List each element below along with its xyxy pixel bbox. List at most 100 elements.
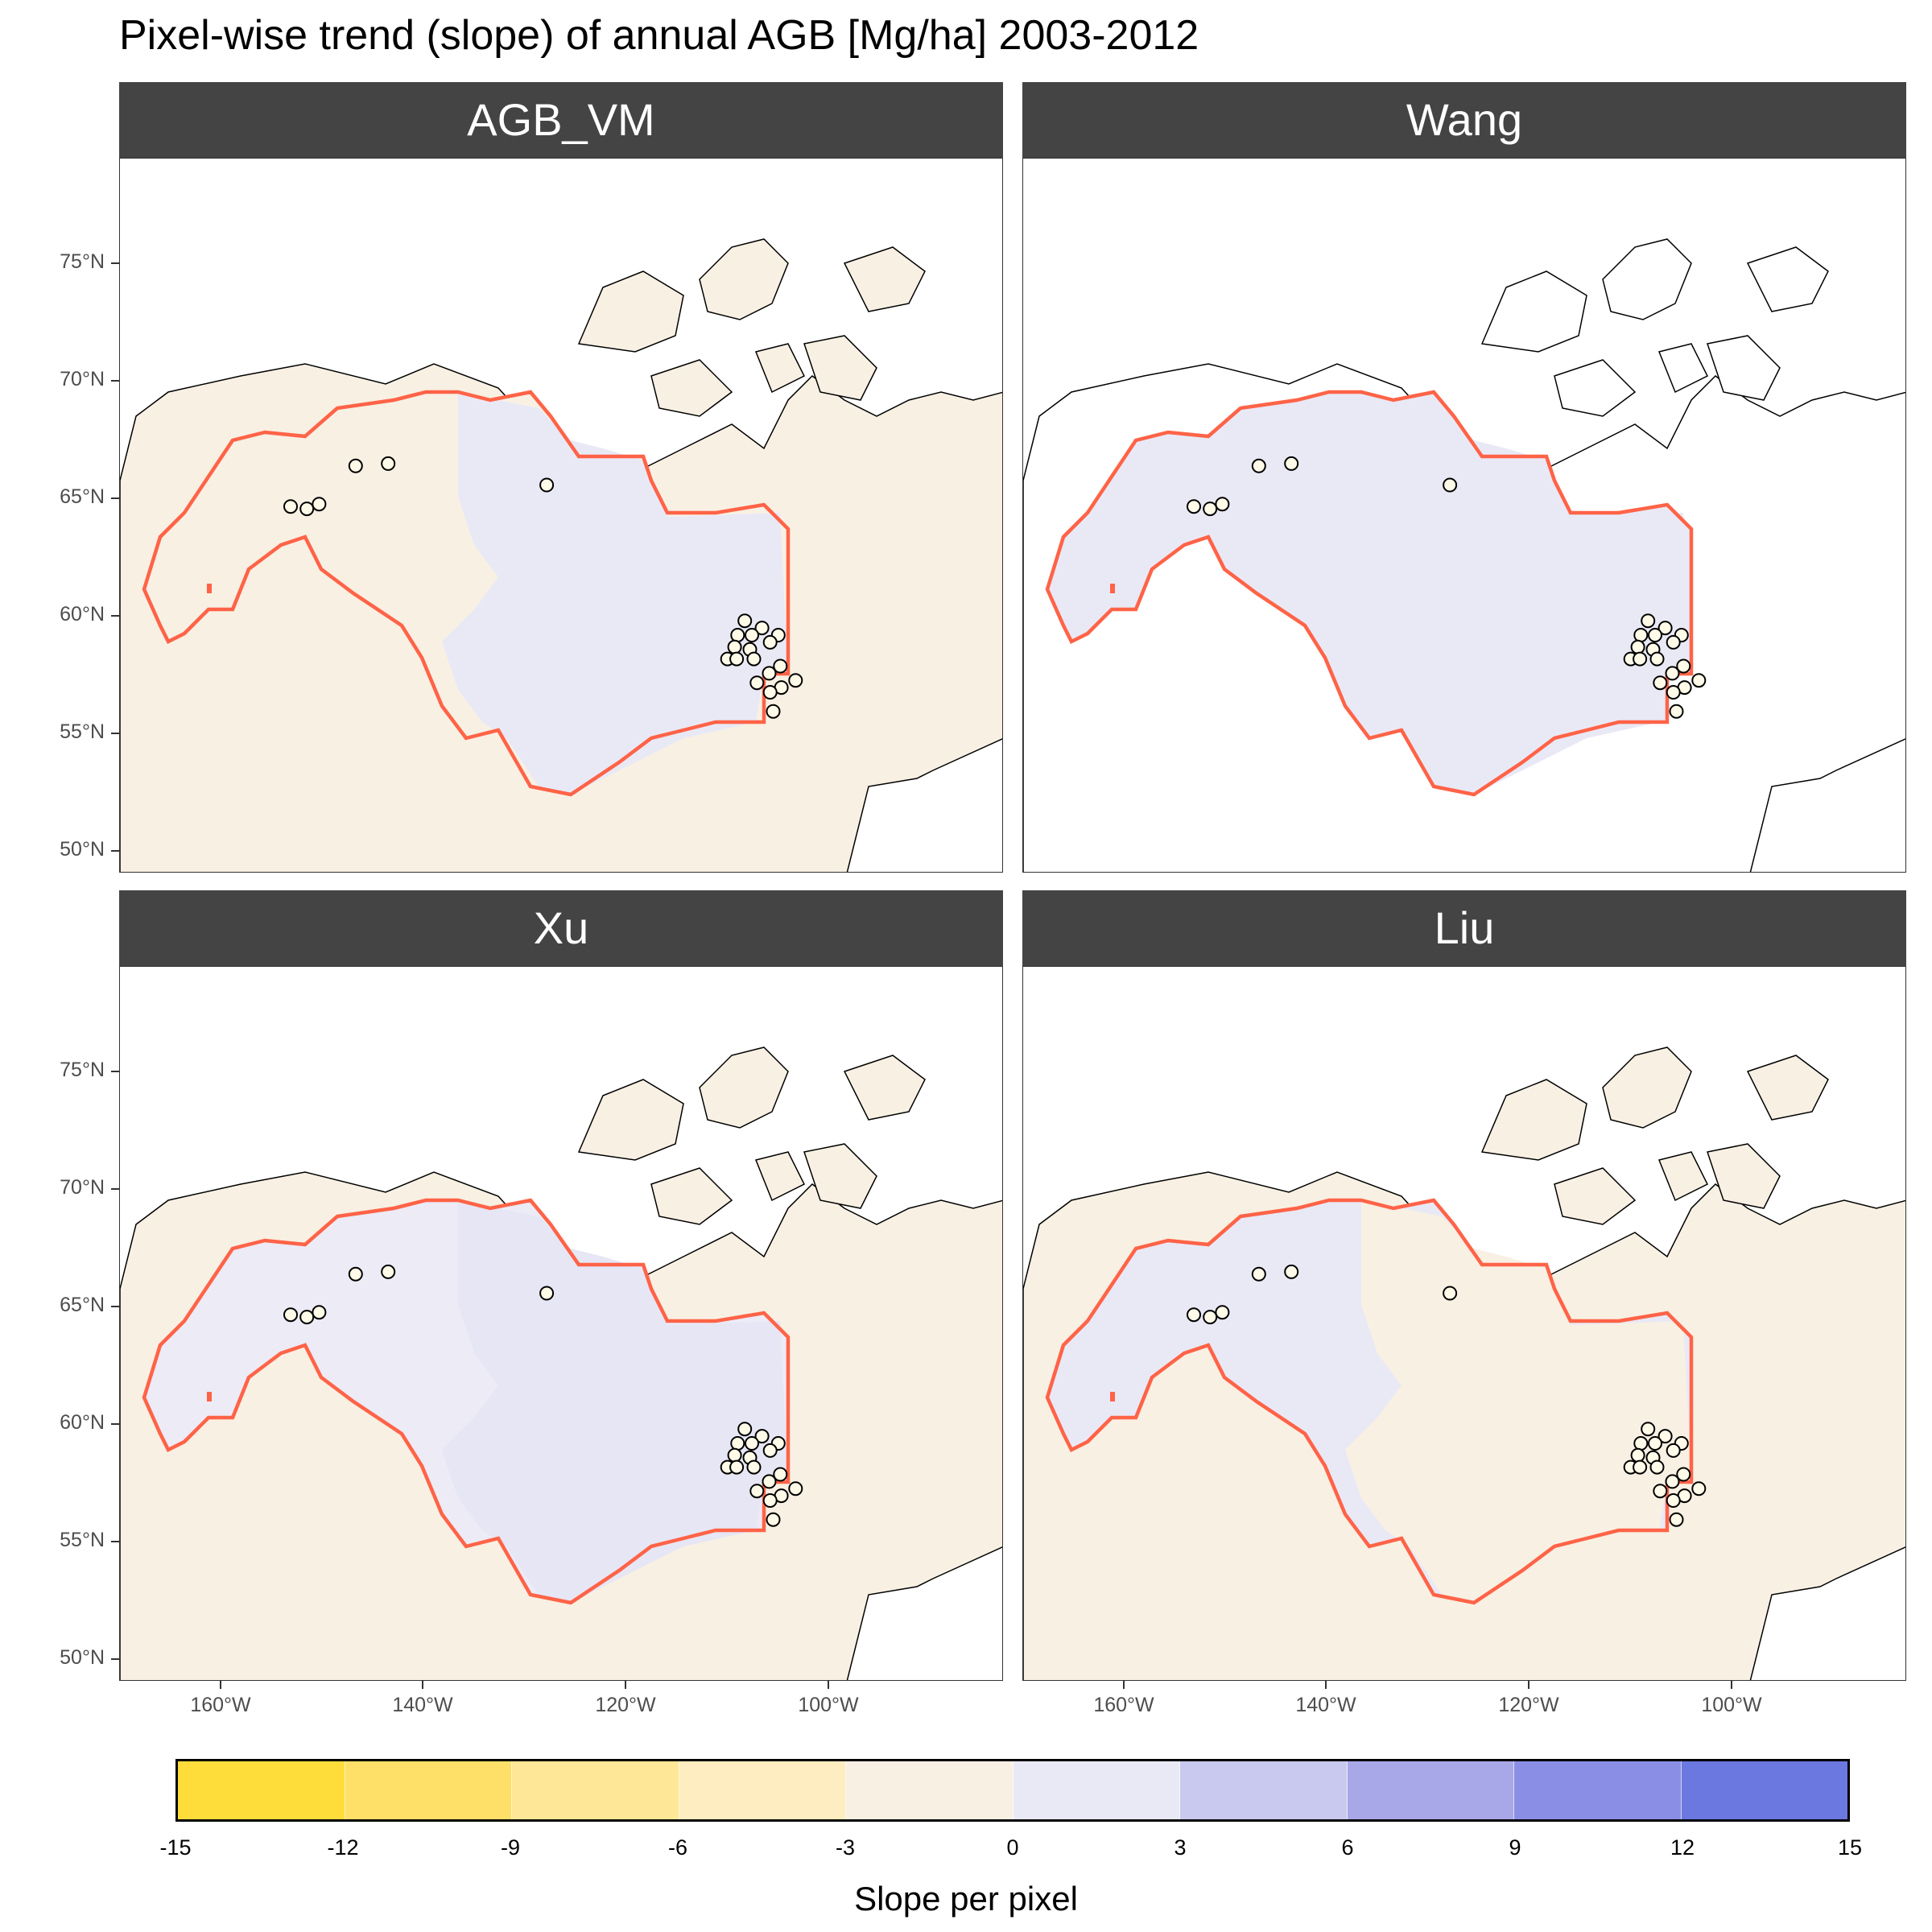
y-tick-label: 75°N: [60, 250, 105, 273]
site-marker: [1653, 1484, 1668, 1499]
y-tick-label: 75°N: [60, 1059, 105, 1081]
site-marker: [312, 497, 327, 512]
site-marker: [1630, 1447, 1645, 1463]
facet-strip-agb-vm: AGB_VM: [119, 82, 1003, 158]
colorbar-segment: [1347, 1761, 1514, 1819]
colorbar-segment: [1180, 1761, 1348, 1819]
site-marker: [762, 1443, 778, 1458]
site-marker: [1251, 1266, 1266, 1282]
arctic-island: [843, 1055, 926, 1121]
x-tick-label: 120°W: [595, 1694, 656, 1716]
arctic-island: [699, 1046, 789, 1129]
site-marker: [312, 1305, 327, 1320]
y-tick-label: 50°N: [60, 1646, 105, 1669]
trend-region-fill: [442, 1200, 788, 1603]
site-marker: [745, 1436, 759, 1451]
site-marker: [737, 1422, 753, 1437]
site-marker: [1666, 1493, 1681, 1508]
arctic-island: [577, 1079, 684, 1161]
site-marker: [1203, 1310, 1218, 1325]
arctic-island: [1657, 1151, 1709, 1202]
arctic-island: [1480, 270, 1587, 353]
site-marker: [729, 651, 745, 667]
arctic-island: [754, 343, 806, 394]
site-marker: [283, 499, 298, 514]
site-marker: [754, 621, 770, 636]
site-marker: [762, 1474, 777, 1489]
site-marker: [727, 1447, 742, 1463]
site-marker: [1665, 1474, 1680, 1489]
site-marker: [1649, 1459, 1665, 1475]
arctic-island: [1746, 1055, 1829, 1121]
site-marker: [1657, 621, 1673, 636]
y-tick-label: 65°N: [60, 485, 105, 508]
site-marker: [788, 1481, 803, 1496]
site-marker: [1633, 1459, 1648, 1475]
site-marker: [1649, 651, 1665, 667]
site-marker: [1443, 1286, 1458, 1301]
trend-region-fill: [1345, 392, 1691, 795]
legend-tick-label: -3: [835, 1835, 855, 1860]
site-marker: [348, 458, 363, 473]
colorbar-segment: [679, 1761, 846, 1819]
site-marker: [766, 704, 781, 719]
colorbar-legend: [175, 1759, 1850, 1822]
study-area-boundary: [142, 1198, 791, 1605]
arctic-island: [577, 270, 684, 353]
site-marker: [754, 1429, 770, 1444]
site-marker: [749, 1484, 765, 1499]
x-tick-label: 140°W: [1295, 1694, 1356, 1716]
legend-title: Slope per pixel: [854, 1880, 1078, 1918]
legend-tick-label: -9: [500, 1835, 520, 1860]
site-marker: [1653, 675, 1668, 691]
y-tick-label: 60°N: [60, 603, 105, 625]
site-marker: [1215, 497, 1230, 512]
site-marker: [1666, 1443, 1681, 1458]
site-marker: [299, 502, 315, 517]
site-marker: [1669, 704, 1684, 719]
study-area-boundary: [1045, 390, 1694, 797]
map-canvas-liu: [1023, 1046, 1905, 1680]
site-marker: [773, 658, 788, 674]
colorbar-segment: [512, 1761, 679, 1819]
study-area-boundary: [1045, 1198, 1694, 1605]
site-marker: [1443, 477, 1458, 493]
map-panel-liu: [1022, 966, 1906, 1681]
site-marker: [762, 1493, 778, 1508]
site-marker: [1251, 458, 1266, 473]
colorbar-segment: [1013, 1761, 1180, 1819]
site-marker: [727, 639, 742, 654]
site-marker: [1665, 666, 1680, 681]
site-marker: [1676, 1467, 1691, 1482]
arctic-island: [1707, 1143, 1781, 1209]
arctic-island: [803, 335, 877, 401]
map-canvas-wang: [1023, 238, 1905, 872]
colorbar-segment: [345, 1761, 512, 1819]
site-marker: [539, 1286, 555, 1301]
legend-tick-label: 0: [1006, 1835, 1019, 1860]
arctic-island: [1554, 1167, 1637, 1225]
boundary-fragment: [207, 1392, 212, 1402]
legend-tick-label: 6: [1341, 1835, 1354, 1860]
site-marker: [1666, 634, 1681, 650]
facet-strip-xu: Xu: [119, 890, 1003, 966]
x-tick-label: 140°W: [392, 1694, 453, 1716]
legend-tick-label: 3: [1174, 1835, 1187, 1860]
site-marker: [1215, 1305, 1230, 1320]
site-marker: [766, 1512, 781, 1527]
arctic-island: [1554, 359, 1637, 417]
site-marker: [1666, 685, 1681, 700]
arctic-island: [1746, 246, 1829, 312]
site-marker: [1691, 673, 1707, 688]
site-marker: [1669, 1512, 1684, 1527]
site-marker: [381, 456, 396, 471]
arctic-island: [843, 246, 926, 312]
site-marker: [348, 1266, 363, 1282]
legend-tick-label: 9: [1509, 1835, 1521, 1860]
site-marker: [730, 628, 745, 642]
map-canvas-agb-vm: [120, 238, 1002, 872]
site-marker: [1284, 456, 1299, 471]
facet-strip-liu: Liu: [1022, 890, 1906, 966]
site-marker: [1187, 499, 1201, 514]
y-tick-label: 70°N: [60, 368, 105, 390]
